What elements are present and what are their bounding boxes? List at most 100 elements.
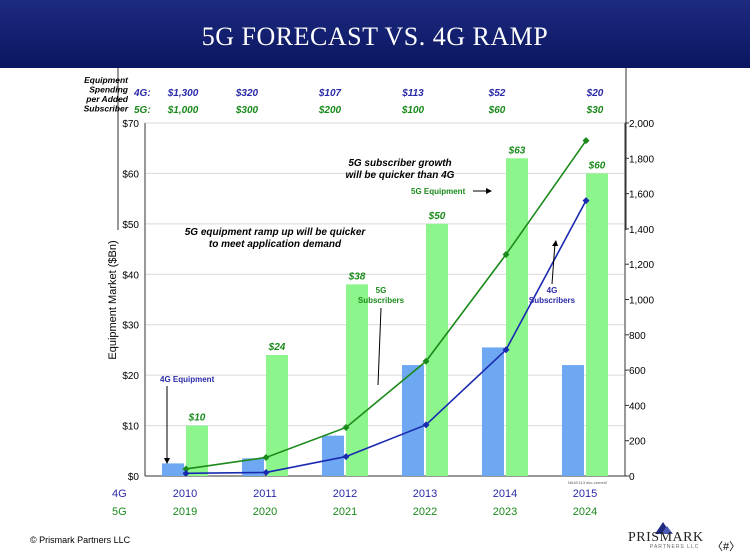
source-note: N#18.113 ekc-corner2 xyxy=(568,480,608,485)
y-tick-label: $70 xyxy=(122,119,139,130)
bar-4g-equipment xyxy=(482,347,504,476)
y-tick-label: $10 xyxy=(122,422,139,433)
spending-row-label: 4G: xyxy=(133,88,151,99)
y2-tick-label: 1,200 xyxy=(629,260,654,271)
label-4g-equipment: 4G Equipment xyxy=(160,375,215,384)
y-tick-label: $30 xyxy=(122,321,139,332)
spending-value: $52 xyxy=(488,88,506,99)
point-5g-subscribers xyxy=(582,137,590,145)
y2-tick-label: 400 xyxy=(629,401,646,412)
bar-4g-equipment xyxy=(242,458,264,476)
line-5g-subscribers xyxy=(185,140,587,470)
y-tick-label: $0 xyxy=(128,472,140,483)
x-tick-label-4g: 2013 xyxy=(413,488,437,500)
x-tick-label-4g: 2014 xyxy=(493,488,517,500)
bar-4g-equipment xyxy=(162,463,184,476)
y2-tick-label: 1,800 xyxy=(629,154,654,165)
bar-5g-equipment xyxy=(506,158,528,477)
x-tick-label-5g: 2023 xyxy=(493,506,517,518)
label-5g-subscribers: 5G Subscribers xyxy=(358,286,405,305)
spending-value: $1,000 xyxy=(167,105,199,116)
label-5g-equipment: 5G Equipment xyxy=(411,187,466,196)
y-tick-label: $40 xyxy=(122,270,139,281)
x-tick-label-4g: 2012 xyxy=(333,488,357,500)
y2-tick-label: 200 xyxy=(629,437,646,448)
x-tick-label-5g: 2019 xyxy=(173,506,197,518)
bar-5g-data-label: $10 xyxy=(188,413,206,424)
prismark-logo-icon xyxy=(655,522,673,534)
point-5g-subscribers xyxy=(342,423,350,431)
point-4g-subscribers xyxy=(422,421,430,429)
bar-5g-equipment xyxy=(266,354,288,476)
x-row-label-4g: 4G xyxy=(112,488,127,500)
bar-5g-data-label: $60 xyxy=(588,160,606,171)
bar-5g-data-label: $38 xyxy=(348,271,366,282)
y2-tick-label: 600 xyxy=(629,366,646,377)
spending-value: $113 xyxy=(401,88,424,99)
y2-tick-label: 800 xyxy=(629,331,646,342)
x-tick-label-4g: 2011 xyxy=(253,488,277,500)
point-4g-subscribers xyxy=(582,197,590,205)
arrowhead-5g-equipment xyxy=(486,188,492,194)
bar-5g-data-label: $50 xyxy=(428,211,446,222)
spending-value: $107 xyxy=(318,88,342,99)
y-tick-label: $50 xyxy=(122,220,139,231)
x-tick-label-4g: 2010 xyxy=(173,488,197,500)
spending-value: $60 xyxy=(488,105,506,116)
y-axis-title: Equipment Market ($Bn) xyxy=(107,240,119,359)
x-tick-label-5g: 2021 xyxy=(333,506,357,518)
spending-value: $300 xyxy=(235,105,259,116)
logo-subtext: PARTNERS LLC xyxy=(650,544,700,550)
label-4g-subscribers: 4G Subscribers xyxy=(529,286,576,305)
point-4g-subscribers xyxy=(262,468,270,476)
spending-value: $100 xyxy=(401,105,425,116)
x-tick-label-5g: 2024 xyxy=(573,506,597,518)
spending-value: $320 xyxy=(235,88,259,99)
arrow-5g-subscribers xyxy=(377,307,382,386)
point-5g-subscribers xyxy=(502,250,510,258)
page-title: 5G FORECAST VS. 4G RAMP xyxy=(201,22,549,51)
bar-5g-data-label: $24 xyxy=(268,342,286,353)
bar-4g-equipment xyxy=(402,365,424,476)
bar-5g-equipment xyxy=(426,223,448,476)
spending-table-header: Equipment Spending per Added Subscriber xyxy=(84,75,130,114)
point-5g-subscribers xyxy=(262,453,270,461)
arrowhead-4g-subscribers xyxy=(552,240,558,246)
bar-5g-data-label: $63 xyxy=(508,145,526,156)
y2-tick-label: 1,000 xyxy=(629,296,654,307)
point-5g-subscribers xyxy=(182,465,190,473)
point-4g-subscribers xyxy=(182,469,190,477)
bar-5g-equipment xyxy=(586,173,608,476)
logo-text: PRISMARK xyxy=(628,530,704,545)
annotation-subscriber-growth: 5G subscriber growth will be quicker than… xyxy=(346,158,455,181)
spending-value: $20 xyxy=(586,88,604,99)
y-tick-label: $20 xyxy=(122,371,139,382)
spending-value: $1,300 xyxy=(167,88,199,99)
x-tick-label-5g: 2022 xyxy=(413,506,437,518)
bar-5g-equipment xyxy=(186,425,208,476)
arrowhead-4g-equipment xyxy=(164,458,170,464)
annotation-equipment-ramp: 5G equipment ramp up will be quicker to m… xyxy=(185,227,367,250)
point-4g-subscribers xyxy=(502,346,510,354)
bar-4g-equipment xyxy=(562,365,584,476)
x-row-label-5g: 5G xyxy=(112,506,127,518)
arrow-4g-subscribers xyxy=(551,242,556,285)
x-tick-label-4g: 2015 xyxy=(573,488,597,500)
x-tick-label-5g: 2020 xyxy=(253,506,277,518)
page-number: 〈#〉 xyxy=(712,541,741,553)
title-bar: 5G FORECAST VS. 4G RAMP xyxy=(0,0,750,68)
point-5g-subscribers xyxy=(422,357,430,365)
y2-tick-label: 1,600 xyxy=(629,190,654,201)
spending-value: $30 xyxy=(586,105,604,116)
bar-4g-equipment xyxy=(322,435,344,476)
y-tick-label: $60 xyxy=(122,169,139,180)
footer-copyright: © Prismark Partners LLC xyxy=(30,535,131,545)
spending-value: $200 xyxy=(318,105,342,116)
point-4g-subscribers xyxy=(342,453,350,461)
y2-tick-label: 0 xyxy=(629,472,635,483)
spending-row-label: 5G: xyxy=(134,105,151,116)
bar-5g-equipment xyxy=(346,284,368,476)
y2-tick-label: 1,400 xyxy=(629,225,654,236)
y2-tick-label: 2,000 xyxy=(629,119,654,130)
